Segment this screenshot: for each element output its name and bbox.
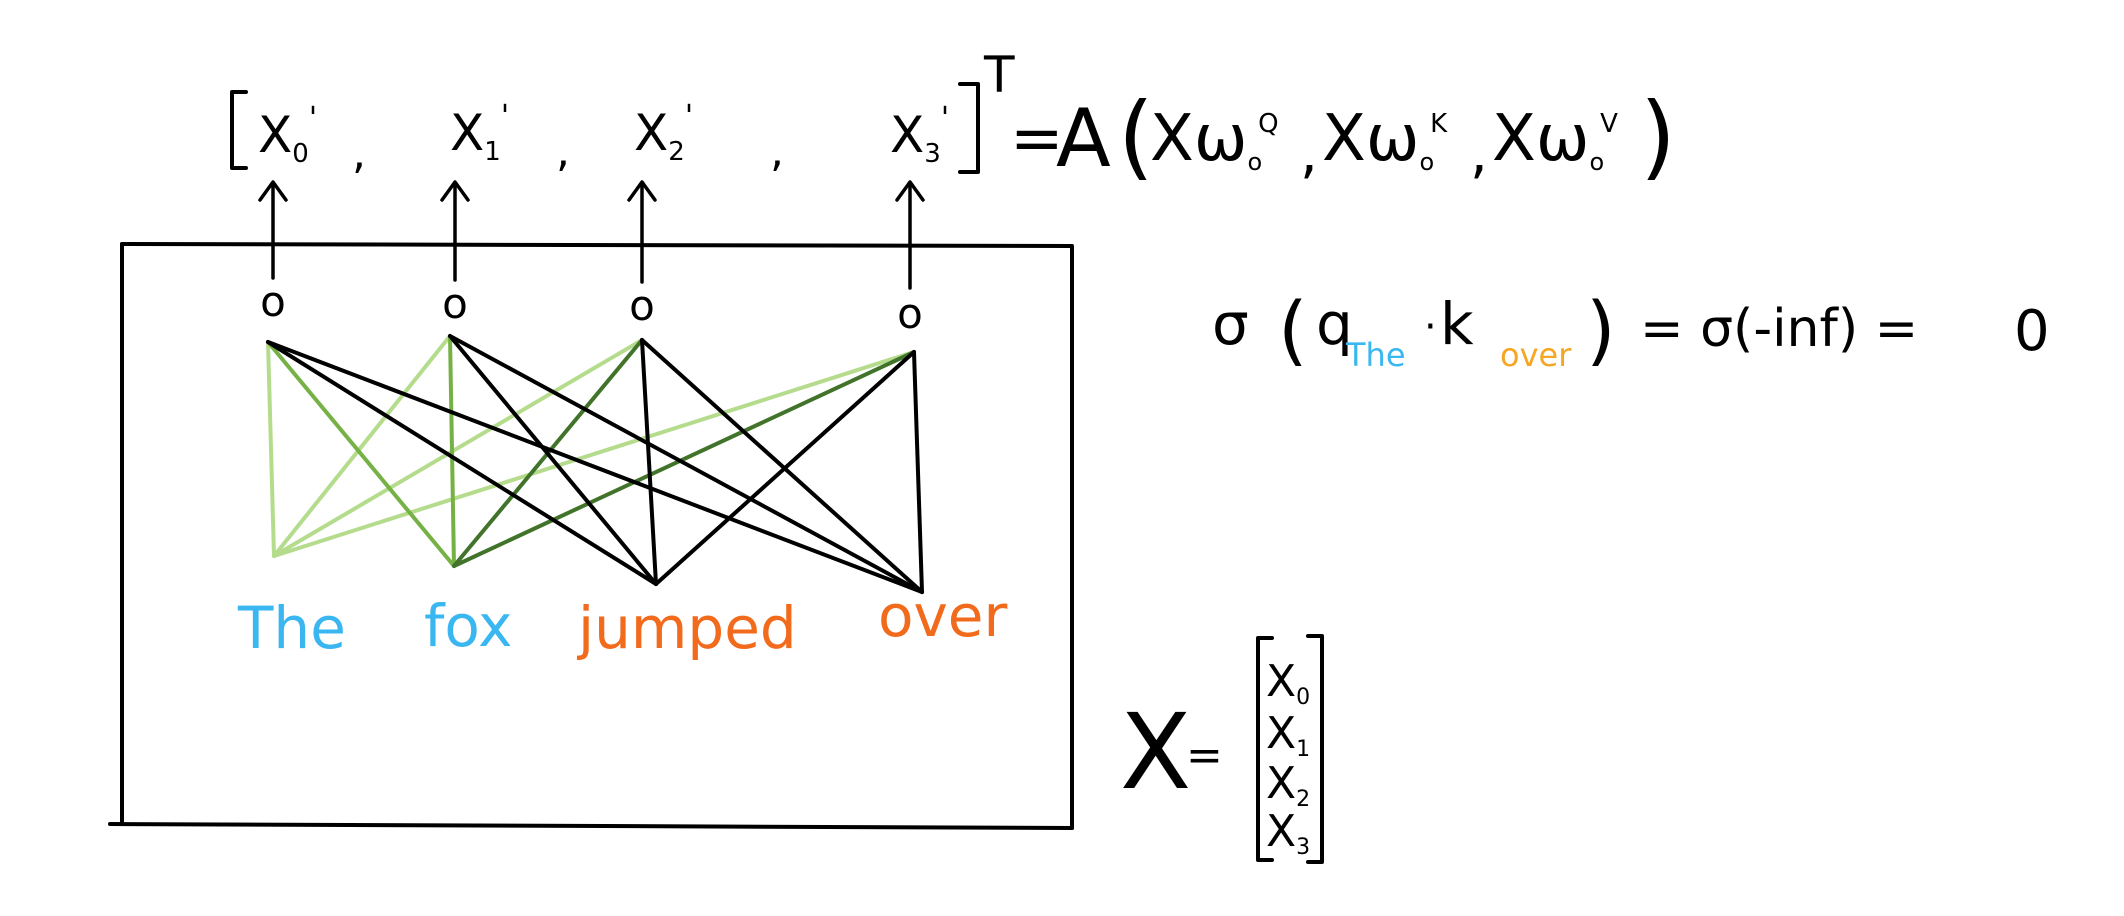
output-x2: X2' [634,99,693,167]
node-1: o [442,279,468,328]
matrix-row-0: X0 [1266,656,1310,710]
token-over: over [878,582,1007,650]
node-0: o [260,277,286,326]
mask-k: k [1440,290,1474,358]
mask-q-sub: The [1345,336,1406,374]
node-2: o [629,281,655,330]
edge-node0-token1 [266,340,456,568]
mask-equation: σ ( q The · k over ) = σ(-inf) = 0 [1212,285,2050,374]
separator-2: , [770,126,784,177]
matrix-lhs: X [1120,691,1191,813]
matrix-left-bracket [1256,636,1274,862]
open-paren: ( [1118,83,1154,190]
node-3: o [897,289,923,338]
output-x0: X0' [258,101,317,169]
mask-sigma: σ [1212,290,1249,358]
transpose-mark: T [983,46,1015,104]
token-the: The [237,594,346,662]
mask-result: 0 [2014,299,2050,364]
arrow-2 [627,180,657,284]
arrow-3 [895,180,925,290]
close-paren: ) [1640,83,1676,190]
edge-node2-token2 [640,338,658,586]
token-labels: The fox jumped over [237,582,1007,662]
output-arrows [258,180,925,290]
edge-node3-token0 [272,350,916,558]
mask-k-sub: over [1500,336,1572,374]
edge-node1-token0 [272,334,452,558]
arg-query: XωoQ [1150,102,1279,176]
mask-q: q [1316,290,1353,358]
output-nodes: o o o o [260,277,923,338]
attention-edges [266,334,924,594]
edge-node0-token3 [266,340,924,594]
token-fox: fox [424,592,512,660]
edge-node3-token2 [654,350,916,586]
edge-node1-token1 [448,334,456,568]
arrow-1 [440,180,470,282]
matrix-right-bracket [1306,634,1324,864]
output-vector: X0' , X1' , X2' , X3' T [230,46,1015,179]
mask-close-paren: ) [1586,285,1616,374]
matrix-row-2: X2 [1266,758,1310,812]
output-x3: X3' [890,101,949,169]
attention-equation: = A ( XωoQ , XωoK , XωoV ) [1010,83,1676,190]
mask-open-paren: ( [1278,285,1308,374]
input-matrix-equation: X = X0 X1 X2 X3 [1120,634,1324,864]
arg-key: XωoK [1322,102,1448,176]
edge-node1-token2 [448,334,658,586]
arrow-0 [258,180,288,280]
edge-node3-token1 [452,350,916,568]
edge-node1-token3 [448,334,924,594]
edge-node2-token0 [272,338,644,558]
matrix-row-1: X1 [1266,708,1310,762]
separator-1: , [556,126,570,177]
token-jumped: jumped [576,594,797,662]
left-bracket [230,90,248,170]
arg-sep-1: , [1470,121,1488,186]
edge-node0-token0 [266,340,276,558]
output-x1: X1' [450,99,509,167]
arg-value: XωoV [1492,102,1618,176]
edge-node3-token3 [912,350,924,594]
matrix-equals: = [1186,730,1223,781]
edge-node2-token3 [640,338,924,594]
edge-node0-token2 [266,340,658,586]
arg-sep-0: , [1300,121,1318,186]
attention-func: A [1056,92,1111,185]
mask-dot: · [1424,304,1437,350]
right-bracket [958,82,980,174]
layer-box [108,242,1074,830]
separator-0: , [352,128,366,179]
matrix-row-3: X3 [1266,806,1310,860]
mask-middle: = σ(-inf) = [1640,299,1918,359]
attention-equals: = [1010,102,1064,176]
